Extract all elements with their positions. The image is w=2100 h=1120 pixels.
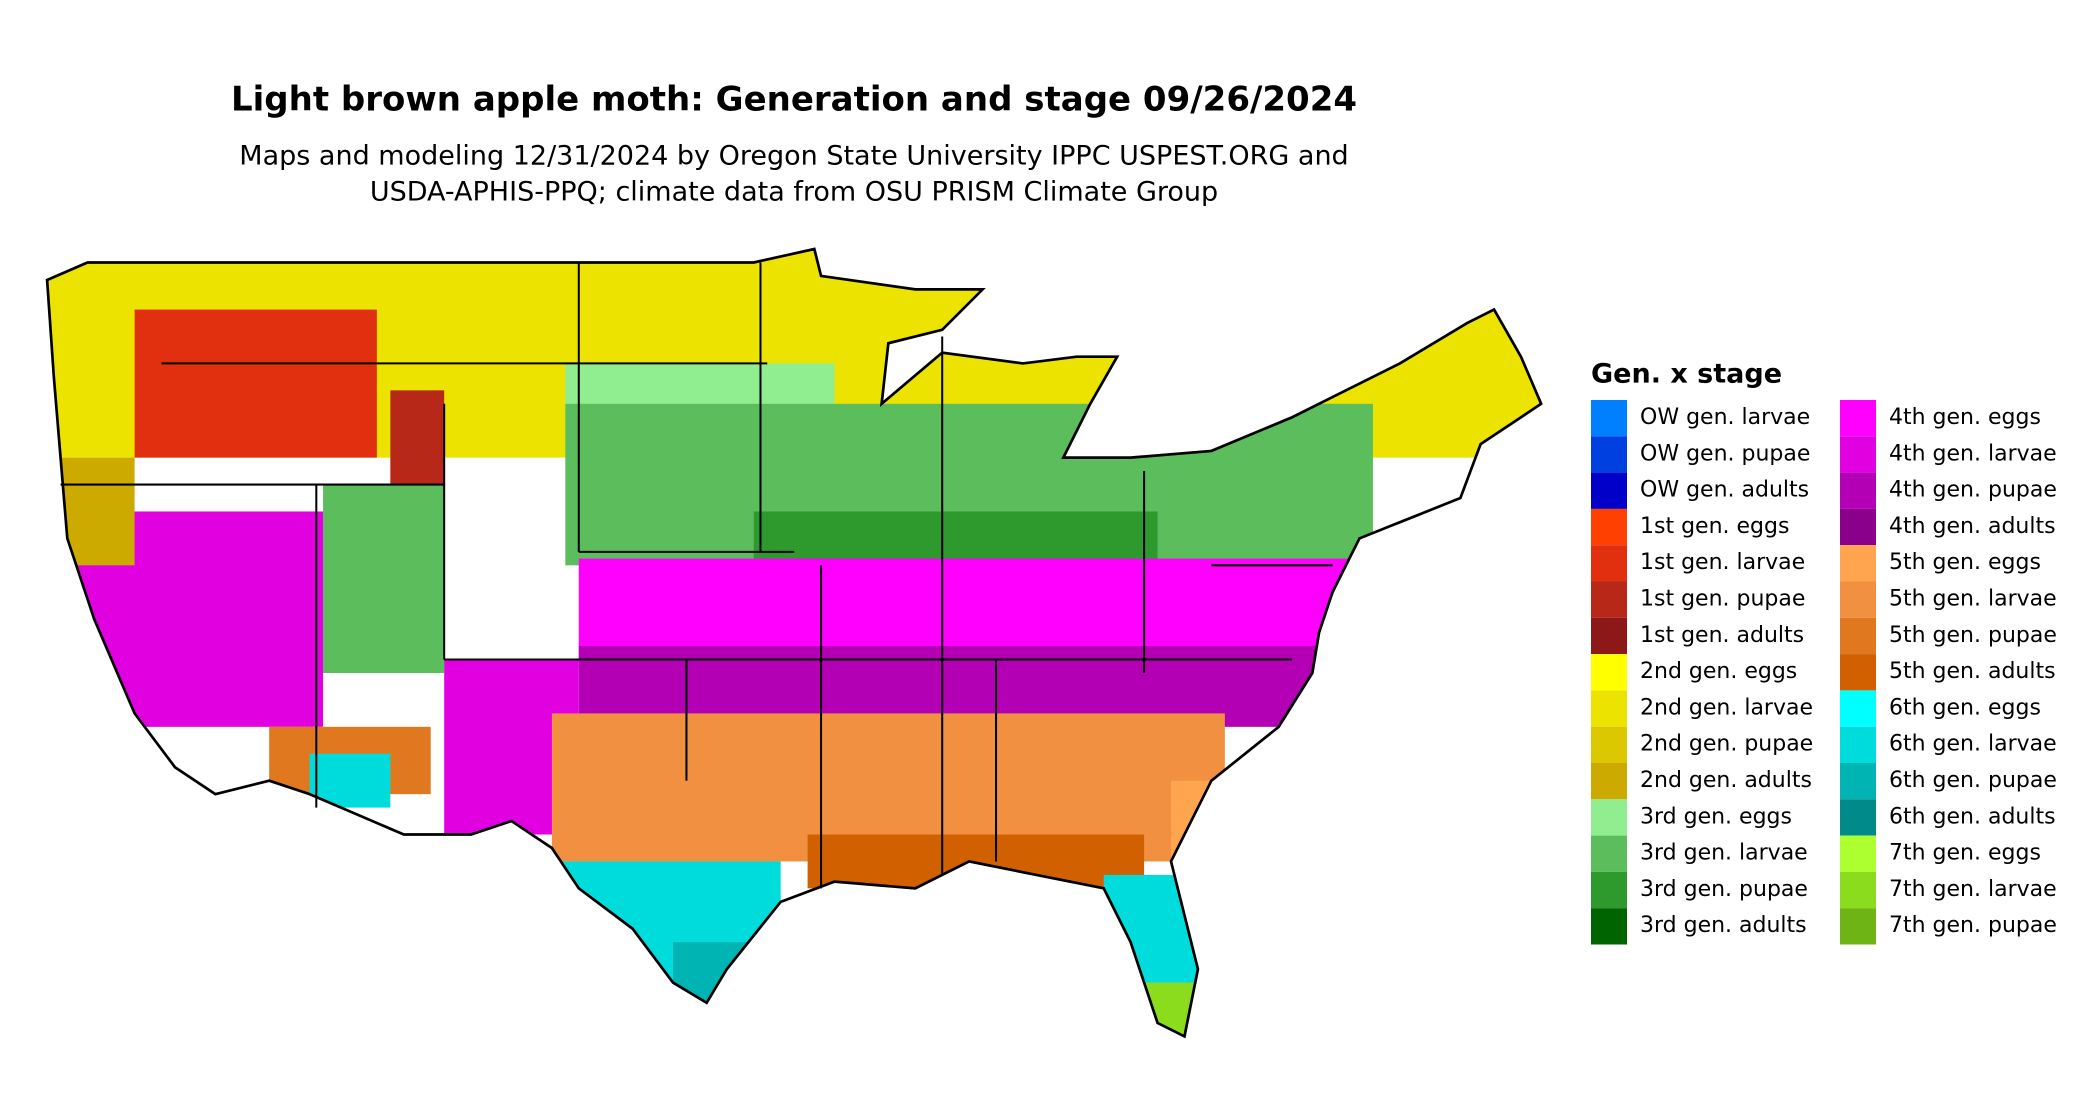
legend: OW gen. larvae OW gen. pupae OW gen. adult…: [1591, 400, 2057, 945]
legend-label: 2nd gen. eggs: [1640, 659, 1797, 684]
legend-label: 6th gen. larvae: [1889, 732, 2057, 757]
legend-swatch: [1840, 690, 1876, 727]
legend-swatch: [1840, 654, 1876, 691]
legend-label: 1st gen. pupae: [1640, 587, 1805, 612]
us-map: [45, 247, 1543, 1038]
legend-swatch: [1591, 617, 1627, 655]
legend-label: OW gen. pupae: [1640, 441, 1810, 466]
legend-label: 7th gen. eggs: [1889, 841, 2041, 866]
legend-swatch: [1591, 763, 1627, 800]
map-region: [47, 457, 135, 566]
legend-label: 5th gen. eggs: [1889, 550, 2041, 575]
legend-swatch: [1840, 508, 1876, 546]
legend-label: 7th gen. pupae: [1889, 913, 2057, 938]
map-region: [134, 309, 377, 458]
legend-swatch: [1591, 799, 1627, 836]
legend-label: 4th gen. larvae: [1889, 441, 2057, 466]
map-region: [753, 511, 1158, 566]
legend-swatch: [1840, 472, 1876, 509]
legend-label: 4th gen. pupae: [1889, 478, 2057, 503]
legend-swatch: [1591, 581, 1627, 618]
legend-swatch: [1840, 908, 1876, 945]
legend-label: 2nd gen. adults: [1640, 768, 1812, 793]
legend-label: 1st gen. larvae: [1640, 550, 1805, 575]
legend-label: 2nd gen. pupae: [1640, 732, 1813, 757]
legend-label: 3rd gen. pupae: [1640, 877, 1808, 902]
legend-swatch: [1840, 871, 1876, 909]
legend-label: 3rd gen. larvae: [1640, 841, 1808, 866]
legend-swatch: [1591, 908, 1627, 945]
legend-label: 4th gen. adults: [1889, 514, 2056, 539]
legend-swatch: [1840, 436, 1876, 473]
legend-swatch: [1840, 763, 1876, 800]
legend-swatch: [1591, 726, 1627, 763]
map-region: [390, 390, 445, 485]
legend-label: 3rd gen. eggs: [1640, 804, 1792, 829]
legend-label: 2nd gen. larvae: [1640, 695, 1813, 720]
legend-label: 1st gen. adults: [1640, 623, 1804, 648]
legend-label: 3rd gen. adults: [1640, 913, 1807, 938]
map-title: Light brown apple moth: Generation and s…: [231, 80, 1357, 120]
legend-label: 1st gen. eggs: [1640, 514, 1789, 539]
legend-label: OW gen. adults: [1640, 478, 1809, 503]
legend-swatch: [1591, 472, 1627, 509]
legend-swatch: [1840, 581, 1876, 618]
legend-swatch: [1840, 726, 1876, 763]
map-subtitle: Maps and modeling 12/31/2024 by Oregon S…: [239, 141, 1348, 172]
legend-label: 7th gen. larvae: [1889, 877, 2057, 902]
legend-swatch: [1591, 835, 1627, 872]
legend-swatch: [1840, 400, 1876, 437]
legend-swatch: [1840, 835, 1876, 872]
legend-label: 5th gen. pupae: [1889, 623, 2057, 648]
legend-label: 4th gen. eggs: [1889, 405, 2041, 430]
legend-label: 6th gen. eggs: [1889, 695, 2041, 720]
legend-swatch: [1840, 617, 1876, 655]
legend-swatch: [1591, 690, 1627, 727]
legend-swatch: [1840, 799, 1876, 836]
map-region: [673, 942, 781, 1023]
legend-swatch: [1840, 545, 1876, 582]
legend-swatch: [1591, 654, 1627, 691]
map-region: [47, 511, 324, 727]
legend-swatch: [1591, 508, 1627, 546]
legend-swatch: [1591, 871, 1627, 909]
legend-label: OW gen. larvae: [1640, 405, 1810, 430]
legend-swatch: [1591, 436, 1627, 473]
legend-label: 6th gen. adults: [1889, 804, 2056, 829]
legend-swatch: [1591, 400, 1627, 437]
map-subtitle: USDA-APHIS-PPQ; climate data from OSU PR…: [370, 177, 1218, 208]
map-region: [323, 484, 445, 673]
legend-swatch: [1591, 545, 1627, 582]
legend-label: 6th gen. pupae: [1889, 768, 2057, 793]
legend-label: 5th gen. larvae: [1889, 587, 2057, 612]
legend-title: Gen. x stage: [1591, 359, 1782, 390]
legend-label: 5th gen. adults: [1889, 659, 2056, 684]
